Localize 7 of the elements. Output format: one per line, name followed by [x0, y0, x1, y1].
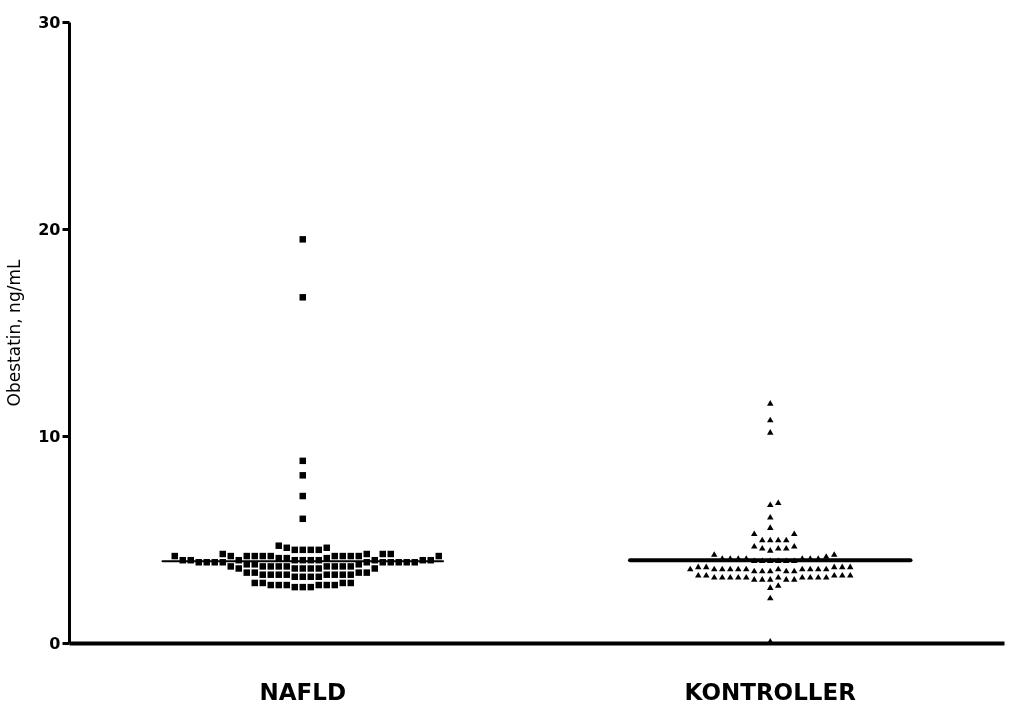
y-tick-label: 30 — [38, 12, 61, 32]
y-tick-label: 20 — [38, 219, 61, 239]
y-tick-label: 0 — [49, 633, 61, 653]
y-axis-title: Obestatin, ng/mL — [4, 259, 25, 407]
x-tick-label: NAFLD — [259, 678, 347, 705]
y-tick-label: 10 — [38, 426, 61, 446]
x-tick-label: KONTROLLER — [684, 678, 857, 705]
